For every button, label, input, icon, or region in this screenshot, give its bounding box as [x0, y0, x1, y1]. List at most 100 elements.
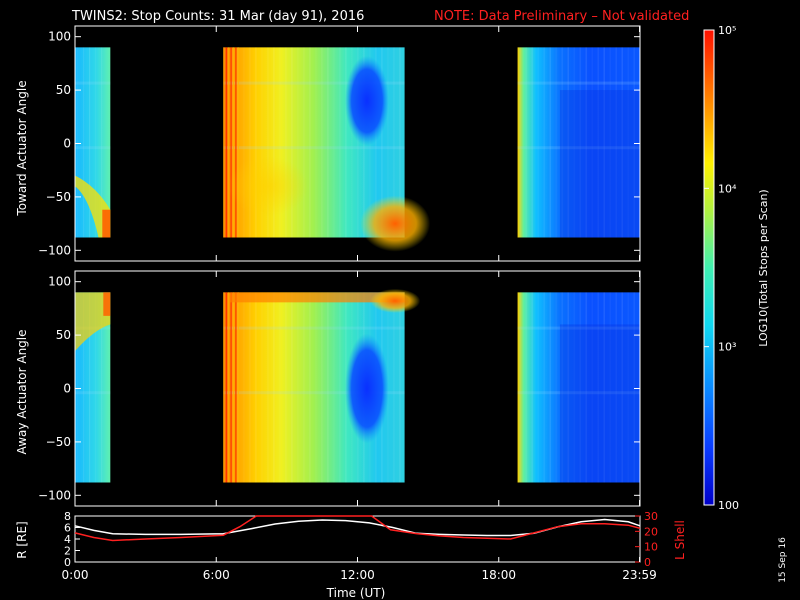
bottom-stripe	[597, 292, 599, 483]
bottom-block2-edge-stripe	[235, 292, 237, 483]
bottom-block2-hot-corner	[370, 288, 421, 313]
bottom-stripe	[525, 292, 527, 483]
bottom-stripe	[297, 292, 299, 483]
orbit-left-tick-label: 0	[64, 556, 71, 569]
orbit-xtick-label: 6:00	[203, 568, 230, 582]
top-stripe	[303, 47, 305, 238]
top-stripe	[333, 47, 335, 238]
xlabel: Time (UT)	[326, 586, 386, 600]
top-ytick-label: 100	[48, 30, 71, 44]
orbit-right-ylabel: L Shell	[673, 520, 687, 560]
bottom-stripe	[83, 292, 85, 483]
top-stripe	[243, 47, 245, 238]
chart-title: TWINS2: Stop Counts: 31 Mar (day 91), 20…	[71, 9, 364, 24]
bottom-stripe	[633, 292, 635, 483]
top-stripe	[321, 47, 323, 238]
top-block2-edge-stripe	[237, 47, 239, 238]
top-stripe	[279, 47, 281, 238]
bottom-stripe	[327, 292, 329, 483]
top-band	[75, 146, 111, 150]
top-stripe	[351, 47, 353, 238]
bottom-stripe	[519, 292, 521, 483]
bottom-stripe	[101, 292, 103, 483]
top-stripe	[339, 47, 341, 238]
bottom-stripe	[399, 292, 401, 483]
bottom-stripe	[291, 292, 293, 483]
top-stripe	[315, 47, 317, 238]
bottom-block3-dark-region	[559, 324, 640, 483]
bottom-block2-edge-stripe	[230, 292, 232, 483]
top-data-block-3	[517, 47, 640, 238]
top-stripe	[83, 47, 85, 238]
orbit-right-tick-label: 0	[644, 556, 651, 569]
top-stripe	[555, 47, 557, 238]
top-block1-hot-edge	[102, 209, 111, 238]
bottom-stripe	[95, 292, 97, 483]
bottom-stripe	[579, 292, 581, 483]
bottom-stripe	[333, 292, 335, 483]
top-stripe	[543, 47, 545, 238]
orbit-right-tick-label: 30	[644, 510, 658, 523]
top-ytick-label: −50	[46, 190, 71, 204]
top-block3-dark-region	[559, 90, 640, 238]
top-stripe	[77, 47, 79, 238]
top-stripe	[297, 47, 299, 238]
bottom-stripe	[393, 292, 395, 483]
bottom-block2-blue-oval	[344, 333, 389, 444]
bottom-stripe	[249, 292, 251, 483]
orbit-right-tick-label: 10	[644, 541, 658, 554]
toward-heatmap: −100 −50 0 50 100	[38, 25, 641, 262]
preliminary-note: NOTE: Data Preliminary – Not validated	[434, 9, 689, 24]
top-stripe	[387, 47, 389, 238]
top-stripe	[267, 47, 269, 238]
colorbar-tick-label: 100	[718, 499, 739, 512]
top-stripe	[585, 47, 587, 238]
top-stripe	[261, 47, 263, 238]
top-block2-edge-stripe	[228, 47, 230, 238]
orbit-xtick-label: 0:00	[62, 568, 89, 582]
bottom-block1-warm	[75, 292, 111, 352]
bottom-stripe	[561, 292, 563, 483]
bottom-block2-top-band	[230, 292, 405, 303]
bottom-block2-edge-stripe	[232, 292, 235, 483]
bottom-stripe	[627, 292, 629, 483]
bottom-stripe	[339, 292, 341, 483]
top-ylabel: Toward Actuator Angle	[15, 80, 29, 216]
top-stripe	[291, 47, 293, 238]
top-block2-hot-corner	[360, 195, 431, 252]
top-stripe	[285, 47, 287, 238]
top-band	[517, 146, 640, 150]
bottom-stripe	[285, 292, 287, 483]
top-stripe	[519, 47, 521, 238]
bottom-ytick-label: −100	[38, 488, 71, 502]
bottom-ytick-label: 50	[56, 328, 71, 342]
top-stripe	[537, 47, 539, 238]
top-stripe	[375, 47, 377, 238]
top-stripe	[609, 47, 611, 238]
bottom-stripe	[621, 292, 623, 483]
top-stripe	[327, 47, 329, 238]
top-stripe	[573, 47, 575, 238]
orbit-xtick-label: 12:00	[340, 568, 375, 582]
top-block2-edge-stripe	[225, 47, 227, 238]
top-stripe	[393, 47, 395, 238]
top-block2-edge-stripe	[223, 47, 225, 238]
bottom-stripe	[273, 292, 275, 483]
top-block2-warm-spot	[228, 156, 309, 217]
top-stripe	[621, 47, 623, 238]
bottom-ytick-label: 0	[63, 382, 71, 396]
bottom-block2-edge-stripe	[225, 292, 227, 483]
top-block2-edge-stripe	[232, 47, 235, 238]
orbit-left-tick-label: 2	[64, 545, 71, 558]
top-band	[223, 81, 405, 85]
top-block2-edge-stripe	[235, 47, 237, 238]
bottom-band	[517, 326, 640, 330]
bottom-stripe	[615, 292, 617, 483]
top-stripe	[101, 47, 103, 238]
top-stripe	[591, 47, 593, 238]
colorbar-gradient	[703, 29, 715, 506]
bottom-stripe	[303, 292, 305, 483]
top-ytick-label: 50	[56, 83, 71, 97]
colorbar-label: LOG10(Total Stops per Scan)	[757, 189, 770, 346]
